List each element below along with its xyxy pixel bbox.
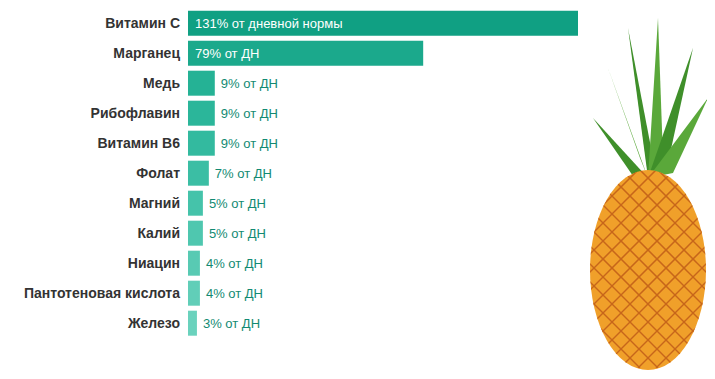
svg-text:Марганец: Марганец — [113, 45, 180, 61]
svg-text:4% от ДН: 4% от ДН — [206, 286, 263, 301]
svg-text:79% от ДН: 79% от ДН — [195, 46, 259, 61]
svg-text:Железо: Железо — [127, 315, 180, 331]
svg-text:Медь: Медь — [143, 75, 180, 91]
svg-text:Витамин C: Витамин C — [105, 15, 180, 31]
svg-text:Магний: Магний — [129, 195, 180, 211]
svg-text:Ниацин: Ниацин — [128, 255, 180, 271]
svg-text:9% от ДН: 9% от ДН — [221, 106, 278, 121]
svg-text:3% от ДН: 3% от ДН — [203, 316, 260, 331]
svg-text:9% от ДН: 9% от ДН — [221, 76, 278, 91]
svg-text:Фолат: Фолат — [136, 165, 180, 181]
svg-text:Рибофлавин: Рибофлавин — [91, 105, 180, 121]
svg-text:9% от ДН: 9% от ДН — [221, 136, 278, 151]
svg-text:4% от ДН: 4% от ДН — [206, 256, 263, 271]
svg-text:Витамин B6: Витамин B6 — [97, 135, 180, 151]
svg-text:7% от ДН: 7% от ДН — [215, 166, 272, 181]
svg-text:5% от ДН: 5% от ДН — [209, 196, 266, 211]
svg-text:131% от дневной нормы: 131% от дневной нормы — [195, 16, 342, 31]
svg-text:Калий: Калий — [137, 225, 180, 241]
svg-text:5% от ДН: 5% от ДН — [209, 226, 266, 241]
svg-text:Пантотеновая кислота: Пантотеновая кислота — [24, 285, 180, 301]
